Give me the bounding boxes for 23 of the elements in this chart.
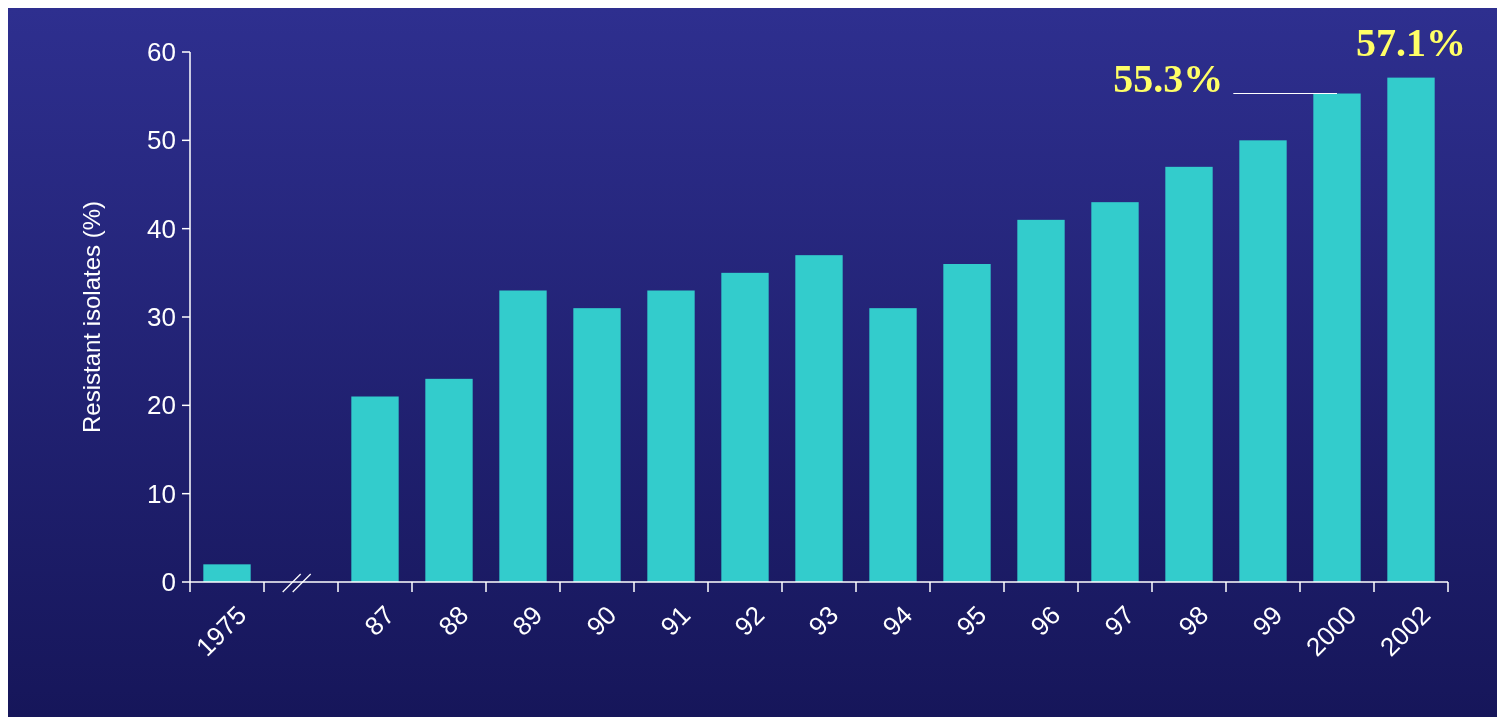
y-tick-label: 30 [147, 302, 176, 333]
x-tick-label: 95 [950, 599, 993, 642]
y-tick-label: 10 [147, 478, 176, 509]
x-tick-label: 88 [432, 599, 475, 642]
y-axis-title: Resistant isolates (%) [78, 200, 105, 434]
y-tick-label: 0 [161, 567, 176, 598]
x-tick-label: 96 [1024, 599, 1067, 642]
x-tick-label: 94 [876, 599, 919, 642]
y-tick-label: 60 [147, 37, 176, 68]
x-tick-label: 87 [358, 599, 401, 642]
x-tick-label: 89 [506, 599, 549, 642]
annotation: 57.1% [1356, 19, 1466, 65]
x-tick-label: 99 [1246, 599, 1289, 642]
x-tick-label: 93 [802, 599, 845, 642]
x-tick-label: 98 [1172, 599, 1215, 642]
y-tick-label: 20 [147, 390, 176, 421]
x-tick-label: 90 [580, 599, 623, 642]
annotation: 55.3% [1113, 55, 1224, 101]
x-tick-label: 97 [1098, 599, 1141, 642]
x-tick-label: 92 [728, 599, 771, 642]
y-tick-label: 40 [147, 213, 176, 244]
x-tick-label: 91 [654, 599, 697, 642]
y-tick-label: 50 [147, 125, 176, 156]
